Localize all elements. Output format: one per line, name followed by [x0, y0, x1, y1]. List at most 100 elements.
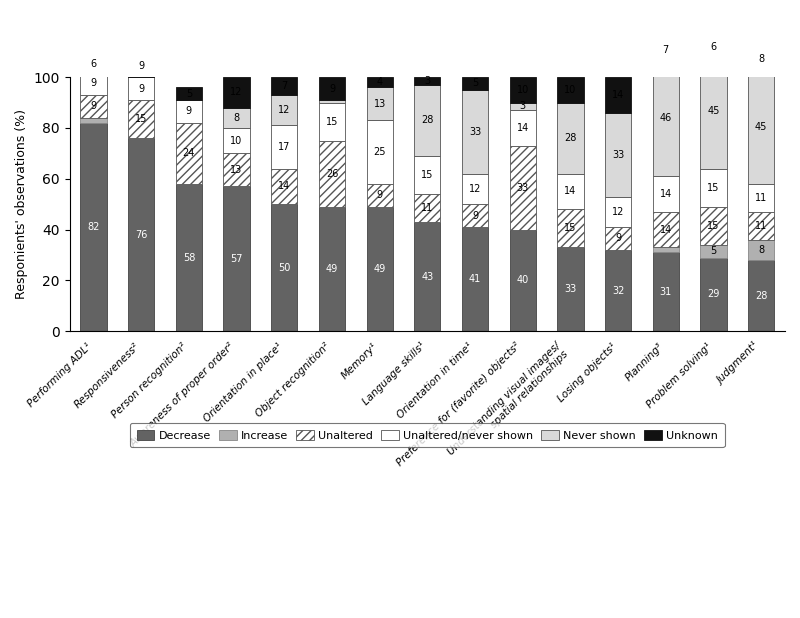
- Text: 57: 57: [230, 254, 243, 264]
- Bar: [176, 100, 202, 123]
- Bar: [128, 138, 154, 331]
- Bar: [128, 100, 154, 138]
- Bar: [271, 204, 298, 331]
- Bar: [510, 103, 536, 110]
- Bar: [414, 156, 441, 194]
- Bar: [366, 77, 393, 87]
- Text: 40: 40: [517, 276, 529, 286]
- Text: 6: 6: [710, 41, 717, 52]
- Text: 15: 15: [707, 183, 720, 193]
- Bar: [700, 258, 726, 331]
- Text: 25: 25: [374, 147, 386, 157]
- Text: 9: 9: [377, 190, 382, 200]
- Text: 9: 9: [90, 101, 97, 111]
- Bar: [223, 153, 250, 187]
- Bar: [653, 212, 679, 247]
- Bar: [176, 87, 202, 100]
- Text: 3: 3: [520, 101, 526, 111]
- Text: 28: 28: [421, 116, 434, 125]
- Text: 17: 17: [278, 142, 290, 152]
- Bar: [366, 184, 393, 206]
- Text: 31: 31: [660, 287, 672, 297]
- Text: 10: 10: [230, 135, 242, 146]
- Bar: [176, 184, 202, 331]
- Text: 15: 15: [135, 114, 147, 124]
- Text: 11: 11: [755, 221, 767, 231]
- Text: 76: 76: [135, 230, 147, 240]
- Text: 28: 28: [564, 133, 577, 143]
- Bar: [700, 39, 726, 54]
- Text: 8: 8: [758, 54, 764, 64]
- Text: 5: 5: [472, 78, 478, 88]
- Bar: [128, 77, 154, 100]
- Bar: [700, 169, 726, 206]
- Bar: [700, 245, 726, 258]
- Bar: [605, 250, 631, 331]
- Bar: [748, 69, 774, 184]
- Bar: [462, 90, 488, 174]
- Bar: [366, 87, 393, 121]
- Bar: [319, 141, 345, 206]
- Text: 32: 32: [612, 286, 624, 295]
- Bar: [700, 54, 726, 169]
- Bar: [80, 72, 106, 95]
- Text: 11: 11: [755, 193, 767, 203]
- Bar: [510, 77, 536, 103]
- Bar: [510, 229, 536, 331]
- Bar: [80, 95, 106, 118]
- Bar: [558, 77, 583, 103]
- Bar: [271, 125, 298, 169]
- Text: 29: 29: [707, 289, 720, 299]
- Text: 4: 4: [377, 77, 382, 87]
- Bar: [128, 54, 154, 77]
- Bar: [653, 176, 679, 212]
- Bar: [271, 169, 298, 204]
- Text: 33: 33: [469, 127, 481, 137]
- Bar: [558, 247, 583, 331]
- Bar: [462, 227, 488, 331]
- Text: 50: 50: [278, 263, 290, 273]
- Text: 26: 26: [326, 169, 338, 179]
- Bar: [462, 174, 488, 204]
- Bar: [271, 77, 298, 95]
- Text: 13: 13: [230, 165, 242, 175]
- Bar: [653, 247, 679, 252]
- Bar: [748, 240, 774, 260]
- Text: 11: 11: [422, 203, 434, 213]
- Bar: [605, 77, 631, 112]
- Text: 15: 15: [564, 223, 577, 233]
- Text: 9: 9: [90, 78, 97, 88]
- Text: 8: 8: [234, 112, 240, 123]
- Text: 9: 9: [615, 234, 621, 243]
- Legend: Decrease, Increase, Unaltered, Unaltered/never shown, Never shown, Unknown: Decrease, Increase, Unaltered, Unaltered…: [130, 423, 725, 447]
- Bar: [223, 77, 250, 108]
- Text: 33: 33: [564, 284, 577, 294]
- Bar: [605, 112, 631, 197]
- Text: 24: 24: [182, 148, 195, 158]
- Text: 82: 82: [87, 222, 100, 232]
- Bar: [558, 103, 583, 174]
- Text: 13: 13: [374, 99, 386, 109]
- Bar: [223, 128, 250, 153]
- Text: 7: 7: [662, 45, 669, 56]
- Bar: [319, 100, 345, 103]
- Text: 12: 12: [469, 184, 482, 194]
- Bar: [558, 174, 583, 210]
- Text: 45: 45: [755, 122, 767, 132]
- Text: 15: 15: [326, 117, 338, 127]
- Bar: [366, 206, 393, 331]
- Text: 10: 10: [517, 85, 529, 95]
- Text: 6: 6: [90, 59, 97, 69]
- Text: 14: 14: [278, 181, 290, 192]
- Bar: [80, 123, 106, 331]
- Bar: [653, 41, 679, 59]
- Bar: [414, 194, 441, 222]
- Bar: [80, 54, 106, 57]
- Bar: [319, 103, 345, 141]
- Bar: [223, 187, 250, 331]
- Text: 49: 49: [326, 264, 338, 274]
- Text: 33: 33: [517, 183, 529, 193]
- Text: 14: 14: [564, 187, 577, 197]
- Bar: [462, 204, 488, 227]
- Bar: [700, 206, 726, 245]
